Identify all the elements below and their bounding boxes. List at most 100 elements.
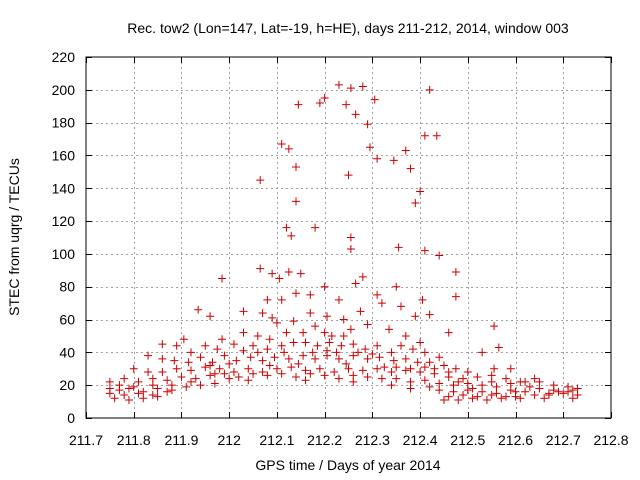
data-point [153,384,162,393]
data-point [521,387,530,396]
data-point [244,376,253,385]
data-point [478,348,487,357]
data-point [435,353,444,362]
data-point [327,331,336,340]
data-point [323,312,332,321]
data-point [129,382,138,391]
data-point [373,364,382,373]
data-point [354,348,363,357]
data-point [401,366,410,375]
data-point [420,363,429,372]
data-point [406,364,415,373]
data-point [349,377,358,386]
data-point [292,372,300,381]
data-point [389,156,398,165]
data-point [272,364,281,373]
data-point [172,341,181,350]
data-point [218,274,227,283]
data-point [158,340,167,349]
data-point [115,381,124,390]
data-point [313,341,322,350]
data-point [387,368,396,377]
data-point [439,395,448,404]
data-point [105,389,114,398]
data-point [420,131,429,140]
data-point [258,356,267,365]
data-point [187,366,195,375]
data-point [129,364,138,373]
x-tick-label: 212.6 [498,432,533,448]
data-point [268,269,277,278]
data-point [473,392,482,401]
data-point [296,269,305,278]
data-point [373,341,382,350]
data-point [339,331,348,340]
x-tick-label: 211.8 [117,432,151,448]
data-point [287,231,296,240]
data-point [401,331,410,340]
data-point [511,387,520,396]
data-point [363,120,372,129]
data-point [363,354,372,363]
data-point [311,354,320,363]
data-point [210,369,219,378]
data-point [339,315,348,324]
data-point [218,335,227,344]
data-point [239,307,248,316]
data-point [287,363,296,372]
y-tick-label: 20 [59,377,75,393]
x-tick-label: 212.2 [307,432,342,448]
data-point [444,328,453,337]
data-point [530,391,539,400]
data-point [389,356,398,365]
data-point [194,305,203,314]
data-point [182,382,191,391]
plot-frame [85,56,612,419]
data-point [425,358,434,367]
data-point [120,374,129,383]
data-point [277,139,286,148]
data-point [277,341,286,350]
data-point [454,395,463,404]
data-point [311,322,320,331]
data-point [451,292,460,301]
data-point [344,171,353,180]
data-point [249,341,258,350]
data-point [191,374,200,383]
data-point [148,381,157,390]
data-point [172,364,181,373]
data-point [232,356,241,365]
chart-title: Rec. tow2 (Lon=147, Lat=-19, h=HE), days… [127,20,569,36]
data-point [392,374,401,383]
data-point [282,328,291,337]
data-point [277,369,286,378]
data-point [306,308,315,317]
data-point [330,368,339,377]
data-point [430,364,439,373]
data-point [502,374,510,383]
data-point [346,84,355,93]
data-point [487,391,496,400]
data-point [401,354,410,363]
data-point [540,394,549,403]
x-tick-label: 212.1 [259,432,294,448]
data-point [280,348,289,357]
data-point [342,100,351,109]
data-point [201,341,210,350]
data-point [177,372,186,381]
y-tick-label: 40 [59,344,75,360]
data-point [416,187,425,196]
data-point [392,282,401,291]
data-point [315,364,324,373]
data-point [385,325,394,334]
data-point [482,395,491,404]
data-point [301,376,310,385]
y-axis-title: STEC from uqrg / TECUs [6,158,22,316]
data-point [158,368,167,377]
data-point [408,345,417,354]
data-point [179,335,188,344]
data-point [387,348,396,357]
data-point [454,377,463,386]
data-point [377,374,386,383]
